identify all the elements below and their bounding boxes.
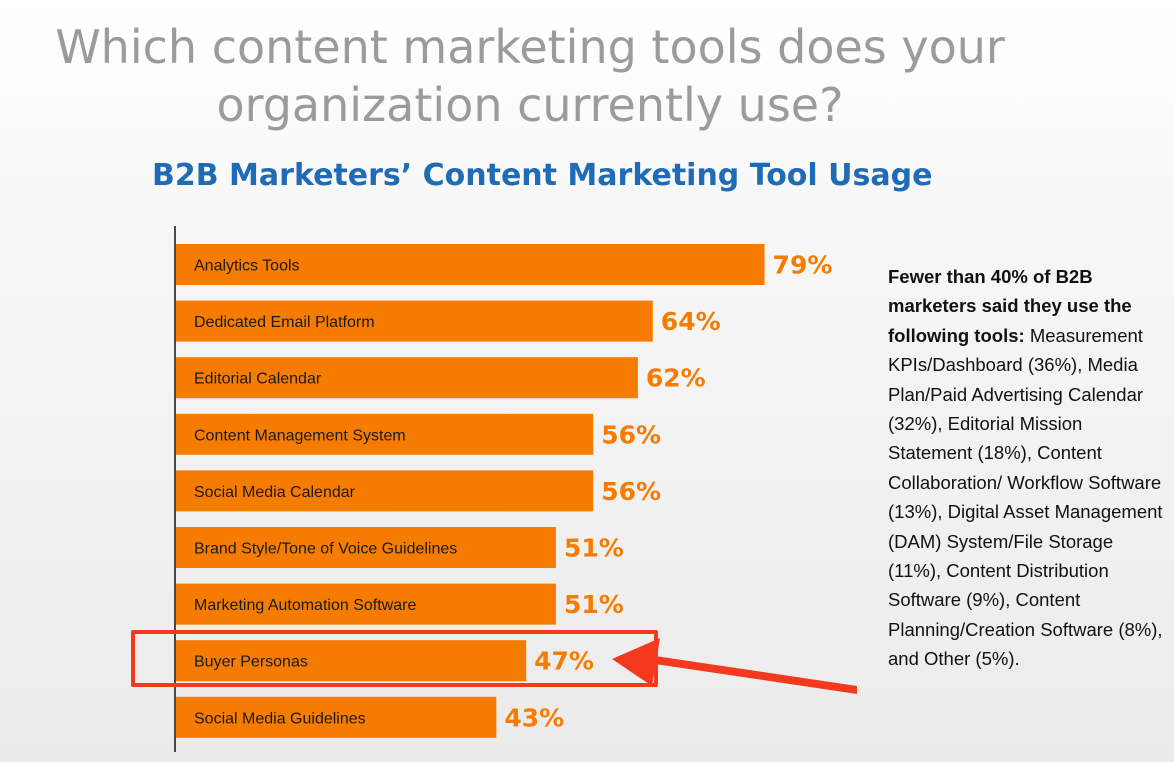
chart-title: B2B Marketers’ Content Marketing Tool Us… — [152, 158, 933, 193]
headline: Which content marketing tools does your … — [0, 18, 1060, 134]
bar-value-label-7: 51% — [564, 590, 624, 619]
bar-4 — [176, 413, 594, 455]
bar-1 — [176, 244, 765, 285]
side-note-colon: : — [1018, 324, 1025, 346]
headline-line-1: Which content marketing tools does your — [55, 20, 1005, 74]
bar-category-label-1: Analytics Tools — [194, 258, 300, 275]
bar-6 — [176, 527, 556, 568]
bar-value-label-6: 51% — [564, 534, 624, 563]
bar-7 — [176, 583, 556, 625]
bar-5 — [176, 470, 594, 512]
bar-value-label-2: 64% — [661, 307, 721, 336]
bar-2 — [176, 300, 653, 342]
side-note-body: Measurement KPIs/Dashboard (36%), Media … — [888, 324, 1163, 670]
bars-group: Analytics Tools 79% Dedicated Email Platfo… — [176, 244, 832, 738]
bar-category-label-4: Content Management System — [194, 427, 406, 444]
bar-3 — [176, 357, 638, 399]
bar-value-label-8: 47% — [534, 647, 594, 676]
bar-value-label-1: 79% — [773, 251, 833, 280]
headline-line-2: organization currently use? — [216, 78, 844, 132]
buyer-personas-highlight-box — [131, 630, 658, 687]
bar-category-label-3: Editorial Calendar — [194, 371, 322, 388]
bar-value-label-4: 56% — [601, 420, 661, 449]
bar-category-label-9: Social Media Guidelines — [194, 710, 366, 727]
bar-category-label-7: Marketing Automation Software — [194, 597, 416, 614]
bar-category-label-5: Social Media Calendar — [194, 484, 356, 501]
bar-category-label-6: Brand Style/Tone of Voice Guidelines — [194, 541, 457, 558]
side-note: Fewer than 40% of B2B marketers said the… — [888, 262, 1163, 674]
bar-8 — [176, 640, 527, 682]
bar-category-label-8: Buyer Personas — [194, 654, 308, 671]
bar-value-label-9: 43% — [504, 703, 564, 732]
bar-category-label-2: Dedicated Email Platform — [194, 314, 375, 331]
side-note-lead: Fewer than 40% of B2B marketers said the… — [888, 266, 1132, 346]
bar-9 — [176, 696, 497, 738]
bar-value-label-3: 62% — [646, 364, 706, 393]
bar-value-label-5: 56% — [601, 477, 661, 506]
